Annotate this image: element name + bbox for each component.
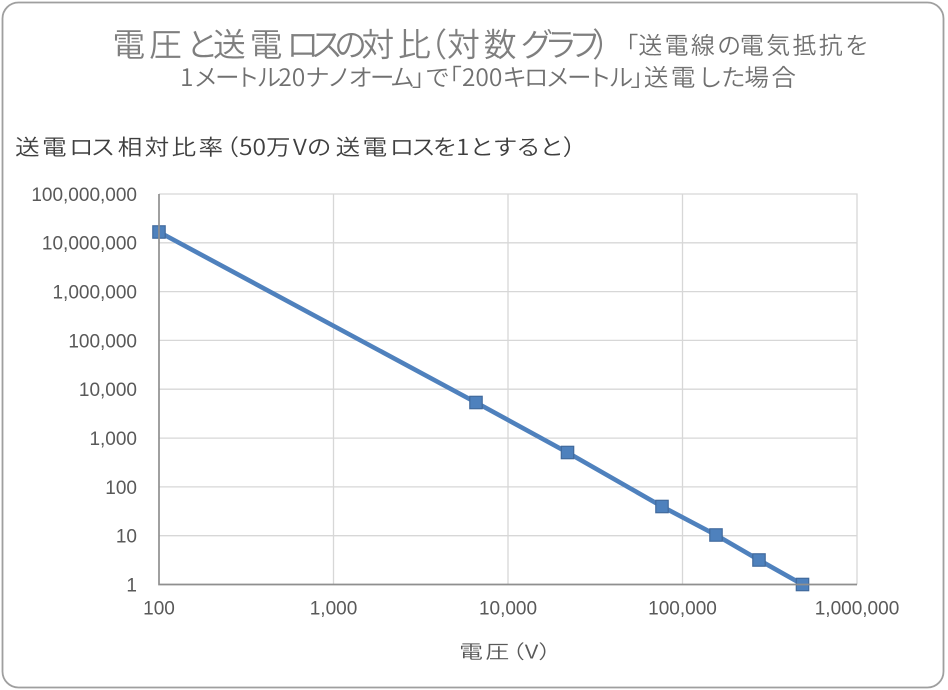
svg-text:100: 100 (105, 478, 137, 499)
svg-text:1,000,000: 1,000,000 (815, 599, 900, 620)
svg-text:1,000,000: 1,000,000 (52, 283, 137, 304)
svg-text:10,000: 10,000 (79, 380, 137, 401)
svg-text:100,000: 100,000 (68, 331, 137, 352)
svg-text:10: 10 (116, 527, 137, 548)
svg-text:100,000,000: 100,000,000 (31, 185, 137, 206)
svg-text:10,000,000: 10,000,000 (42, 234, 137, 255)
svg-text:10,000: 10,000 (479, 599, 537, 620)
svg-text:1,000: 1,000 (89, 429, 137, 450)
svg-text:1,000: 1,000 (310, 599, 358, 620)
svg-text:100: 100 (143, 599, 175, 620)
svg-text:100,000: 100,000 (648, 599, 717, 620)
svg-text:1: 1 (126, 575, 137, 596)
